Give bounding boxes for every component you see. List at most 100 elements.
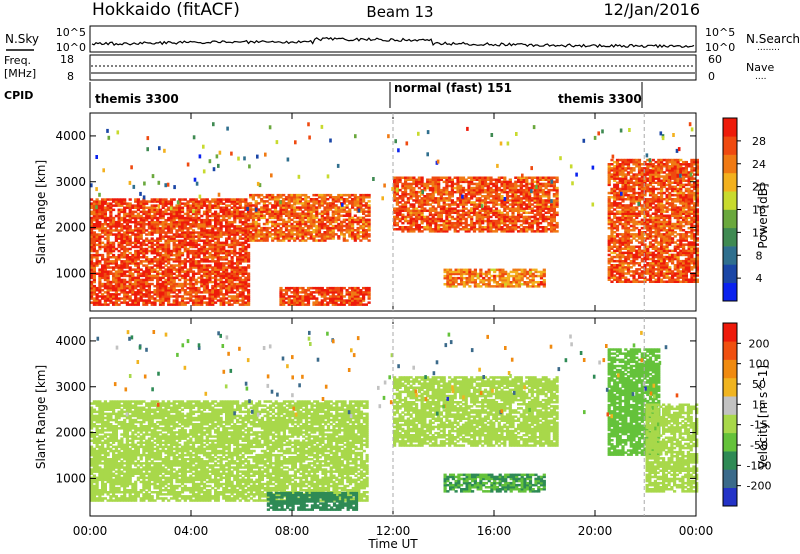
power-cell — [136, 223, 140, 226]
power-cell — [131, 284, 135, 288]
power-cell — [136, 280, 140, 284]
power-cell — [607, 235, 611, 238]
power-cell — [145, 216, 149, 220]
power-cell — [191, 274, 196, 278]
power-cell — [525, 176, 529, 179]
power-cell — [202, 204, 207, 207]
power-cell — [103, 198, 107, 201]
power-cell — [194, 218, 198, 222]
power-cell — [142, 225, 146, 228]
power-cell — [216, 200, 220, 203]
power-cell — [216, 253, 220, 257]
power-cell — [428, 186, 432, 190]
power-cell — [139, 237, 143, 240]
power-cell — [211, 227, 215, 230]
power-cell — [225, 229, 229, 232]
power-cell — [200, 245, 204, 249]
power-cell — [109, 284, 113, 288]
power-cell — [131, 258, 135, 261]
power-cell — [117, 235, 121, 238]
power-cell — [92, 299, 96, 302]
power-cell — [464, 178, 468, 181]
power-cell — [106, 274, 110, 278]
power-cell — [214, 301, 218, 304]
power-cell — [92, 280, 96, 284]
power-cell — [191, 202, 196, 205]
power-cell — [156, 284, 160, 288]
power-cell — [238, 241, 242, 245]
power-cell — [180, 243, 185, 247]
power-cell — [158, 295, 163, 298]
power-cell — [214, 270, 218, 273]
power-cell — [247, 243, 251, 247]
power-cell — [191, 216, 196, 220]
power-cell — [145, 223, 149, 226]
power-cell — [197, 286, 201, 290]
power-cell — [459, 184, 463, 188]
power-cell — [98, 212, 102, 216]
power-cell — [216, 202, 220, 205]
power-cell — [106, 225, 110, 228]
power-cell — [505, 211, 510, 214]
power-cell — [200, 299, 204, 302]
power-cell — [205, 223, 209, 226]
power-cell — [367, 204, 371, 207]
power-cell — [164, 295, 168, 298]
power-cell — [227, 233, 231, 236]
power-cell — [117, 293, 121, 296]
power-cell — [103, 229, 107, 232]
power-cell — [158, 297, 163, 300]
power-cell — [92, 274, 96, 278]
power-cell — [183, 282, 187, 286]
power-cell — [230, 274, 234, 278]
power-cell — [150, 233, 154, 236]
power-cell — [109, 210, 113, 214]
power-cell — [194, 216, 198, 220]
power-cell — [106, 303, 110, 306]
power-cell — [180, 253, 185, 257]
power-cell — [90, 202, 94, 205]
power-cell — [186, 216, 190, 220]
power-cell — [222, 262, 226, 265]
power-cell — [101, 210, 105, 214]
power-cell — [103, 212, 107, 216]
power-cell — [90, 260, 94, 263]
power-cell — [216, 204, 220, 207]
power-cell — [114, 200, 118, 203]
power-cell — [202, 280, 207, 284]
power-cell — [147, 289, 151, 292]
power-cell — [164, 297, 168, 300]
power-cell — [128, 276, 132, 280]
power-cell — [233, 262, 237, 265]
power-cell — [158, 268, 163, 271]
power-cell — [117, 258, 121, 261]
power-cell — [139, 225, 143, 228]
power-cell — [101, 253, 105, 257]
power-cell — [145, 280, 149, 284]
power-cell — [219, 286, 223, 290]
power-cell — [222, 297, 226, 300]
power-cell — [287, 286, 291, 290]
freq-right-tick-high: 60 — [708, 53, 722, 66]
power-cell — [194, 214, 198, 218]
power-cell — [95, 256, 99, 259]
power-cell — [178, 233, 182, 236]
power-cell — [120, 286, 124, 290]
power-cell — [120, 301, 124, 304]
power-cell — [178, 295, 182, 298]
power-cell — [197, 202, 201, 205]
power-cell — [216, 258, 220, 261]
power-cell — [208, 295, 212, 298]
power-cell — [95, 260, 99, 263]
power-cell — [470, 186, 474, 190]
power-cell — [225, 223, 229, 226]
power-cell — [158, 212, 163, 216]
power-cell — [112, 198, 116, 201]
power-cell — [92, 206, 96, 209]
power-cell — [271, 204, 275, 207]
power-cell — [186, 291, 190, 294]
power-cell — [150, 218, 154, 222]
power-cell — [147, 210, 151, 214]
power-cell — [169, 212, 174, 216]
power-cell — [101, 274, 105, 278]
